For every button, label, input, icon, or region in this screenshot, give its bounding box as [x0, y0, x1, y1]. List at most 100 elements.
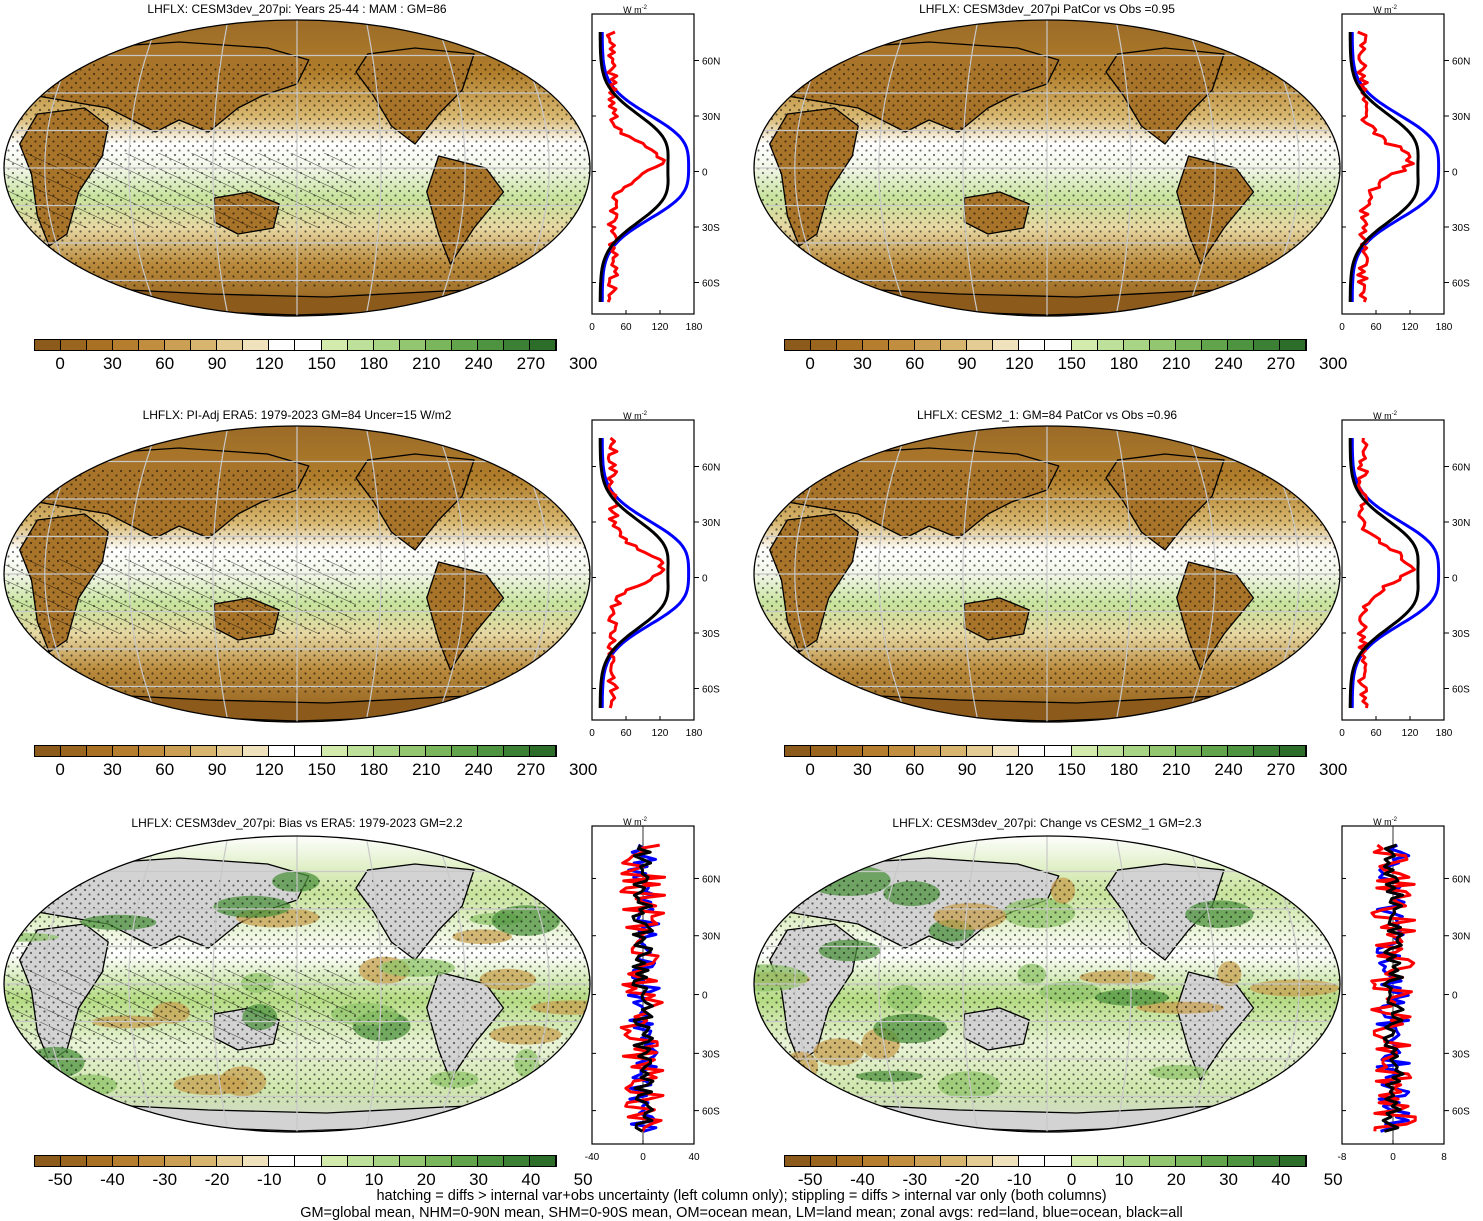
colorbar-swatch: [967, 1156, 994, 1166]
colorbar-swatch: [1279, 340, 1306, 350]
map-panel-1: [3, 19, 591, 317]
colorbar-swatch: [217, 746, 244, 756]
panel-title-6: LHFLX: CESM3dev_207pi: Change vs CESM2_1…: [892, 816, 1202, 830]
colorbar-swatch: [1019, 340, 1046, 350]
zonal-profile-panel-5: W m-2 60N 30N 0 30S 60S -40 0 40: [585, 817, 721, 1163]
colorbar-label: 210: [412, 354, 441, 373]
map-panel-4: [753, 425, 1341, 723]
colorbar-label: 30: [852, 354, 872, 373]
colorbar-swatch: [1175, 746, 1202, 756]
colorbar-swatch: [837, 1156, 864, 1166]
profile-x-label-panel-3: 120: [652, 728, 669, 739]
colorbar-label: 40: [521, 1170, 541, 1189]
colorbar-swatch: [321, 1156, 348, 1166]
colorbar-swatch: [811, 746, 838, 756]
profile-curve-all-panel-3: [598, 438, 670, 708]
profile-x-label-panel-2: 60: [1370, 322, 1382, 333]
colorbar-label: 300: [568, 760, 598, 779]
profile-lat-label-panel-4: 30N: [1452, 518, 1470, 529]
profile-units-panel-2: W m-2: [1373, 5, 1397, 15]
colorbar-label: 40: [1271, 1170, 1291, 1189]
colorbar-swatch: [1253, 746, 1280, 756]
colorbar-label: 30: [469, 1170, 489, 1189]
colorbar-swatch: [993, 340, 1020, 350]
profile-curve-ocean-panel-2: [1350, 31, 1441, 303]
profile-units-panel-3: W m-2: [623, 411, 647, 421]
profile-lat-label-panel-4: 60N: [1452, 463, 1470, 474]
profile-x-label-panel-6: 0: [1390, 1152, 1396, 1163]
colorbar-label: 0: [1066, 1170, 1077, 1189]
zonal-profile-panel-4: W m-2 60N 30N 0 30S 60S 0 60 120 180: [1339, 411, 1470, 739]
colorbar-label: 30: [852, 760, 872, 779]
profile-lat-label-panel-1: 0: [702, 168, 708, 179]
profile-lat-label-panel-1: 60N: [702, 57, 720, 68]
colorbar-swatch: [967, 746, 994, 756]
map-panel-6: [753, 835, 1341, 1133]
profile-lat-label-panel-1: 60S: [702, 279, 720, 290]
colorbar-swatch: [1149, 1156, 1176, 1166]
profile-x-label-panel-1: 0: [589, 322, 595, 333]
colorbar-label: 30: [1219, 1170, 1239, 1189]
profile-lat-label-panel-2: 30N: [1452, 112, 1470, 123]
colorbar-label: 120: [255, 760, 284, 779]
colorbar-swatch: [811, 340, 838, 350]
colorbar-label: 90: [957, 354, 977, 373]
colorbar-swatch: [1175, 1156, 1202, 1166]
colorbar-label: 0: [805, 760, 815, 779]
colorbar-swatch: [269, 1156, 296, 1166]
colorbar-swatch: [503, 1156, 530, 1166]
profile-x-label-panel-2: 120: [1402, 322, 1419, 333]
colorbar-swatch: [503, 340, 530, 350]
colorbar-label: 270: [1266, 354, 1296, 373]
colorbar-label: 210: [1162, 354, 1191, 373]
profile-x-label-panel-6: -8: [1338, 1152, 1347, 1163]
colorbar-swatch: [269, 746, 296, 756]
profile-lat-label-panel-6: 30S: [1452, 1049, 1470, 1060]
profile-curve-ocean-panel-4: [1350, 437, 1441, 709]
zonal-profile-panel-1: W m-2 60N 30N 0 30S 60S 0 60 120 180: [589, 5, 720, 333]
colorbar-swatch: [1149, 746, 1176, 756]
colorbar-label: 10: [1114, 1170, 1134, 1189]
colorbar-label: -50: [47, 1170, 73, 1189]
colorbar-label: 90: [207, 354, 227, 373]
profile-x-label-panel-4: 60: [1370, 728, 1382, 739]
colorbar-label: 60: [155, 760, 175, 779]
colorbar-swatch: [889, 746, 916, 756]
colorbar-swatch: [295, 1156, 322, 1166]
profile-curve-all-panel-4: [1348, 438, 1420, 708]
colorbar-swatch: [373, 340, 400, 350]
profile-lat-label-panel-2: 60S: [1452, 279, 1470, 290]
map-panel-5: [3, 835, 591, 1133]
colorbar-swatch: [993, 1156, 1020, 1166]
profile-curve-all-panel-6: [1381, 843, 1405, 1133]
colorbar-swatch: [425, 1156, 452, 1166]
zonal-profile-panel-6: W m-2 60N 30N 0 30S 60S -8 0 8: [1338, 817, 1471, 1163]
footnote-line-1: hatching = diffs > internal var+obs unce…: [376, 1188, 1107, 1204]
profile-x-label-panel-1: 60: [620, 322, 632, 333]
colorbar-swatch: [451, 340, 478, 350]
colorbar-label: -10: [1007, 1170, 1032, 1189]
colorbar-swatch: [165, 1156, 192, 1166]
profile-lat-label-panel-3: 60S: [702, 685, 720, 696]
colorbar-label: 240: [1214, 354, 1243, 373]
profile-units-panel-1: W m-2: [623, 5, 647, 15]
colorbar-swatch: [529, 1156, 556, 1166]
zonal-profile-panel-2: W m-2 60N 30N 0 30S 60S 0 60 120 180: [1339, 5, 1470, 333]
colorbar-swatch: [1227, 340, 1254, 350]
colorbar-swatch: [1253, 340, 1280, 350]
colorbar-label: 180: [359, 760, 389, 779]
colorbar-swatch: [191, 340, 218, 350]
colorbar-label: 90: [207, 760, 227, 779]
profile-curve-land-panel-2: [1356, 30, 1415, 303]
colorbar-label: -40: [100, 1170, 125, 1189]
profile-x-label-panel-2: 180: [1436, 322, 1453, 333]
colorbar-swatch: [165, 746, 192, 756]
colorbar-label: 270: [516, 760, 546, 779]
colorbar-swatch: [61, 746, 88, 756]
colorbar-swatch: [915, 746, 942, 756]
colorbar-swatch: [139, 746, 166, 756]
colorbar-swatch: [35, 746, 62, 756]
colorbar-label: 180: [1109, 354, 1139, 373]
profile-lat-label-panel-3: 60N: [702, 463, 720, 474]
colorbar-swatch: [1071, 746, 1098, 756]
